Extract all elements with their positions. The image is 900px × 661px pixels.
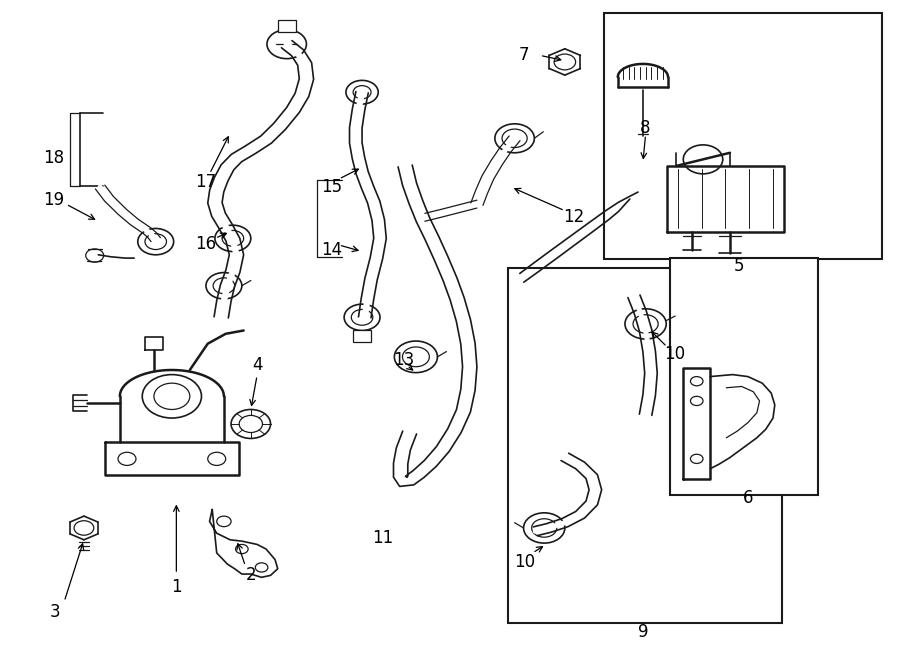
Bar [508,268,782,623]
Circle shape [138,229,174,254]
Text: 4: 4 [252,356,262,373]
Circle shape [495,124,535,153]
Text: 9: 9 [638,623,648,641]
Text: 16: 16 [195,235,217,253]
Text: 2: 2 [246,566,256,584]
Text: 17: 17 [195,173,217,192]
Bar [604,13,883,259]
Circle shape [394,341,437,373]
Text: 7: 7 [518,46,529,64]
Text: 11: 11 [372,529,393,547]
Bar [278,20,296,32]
Circle shape [524,513,565,543]
Text: 19: 19 [43,191,64,209]
Bar [670,258,818,495]
Text: 15: 15 [321,178,342,196]
Text: 18: 18 [43,149,64,167]
Circle shape [346,81,378,104]
Text: 13: 13 [392,351,414,369]
Bar [353,330,371,342]
Text: 10: 10 [514,553,535,571]
Text: 12: 12 [563,208,584,226]
Text: 10: 10 [663,344,685,362]
Text: 6: 6 [742,489,753,508]
Text: 8: 8 [640,119,651,137]
Circle shape [625,309,666,339]
Text: 1: 1 [171,578,182,596]
Text: 5: 5 [734,257,744,275]
Text: 3: 3 [50,603,60,621]
Text: 14: 14 [321,241,342,259]
